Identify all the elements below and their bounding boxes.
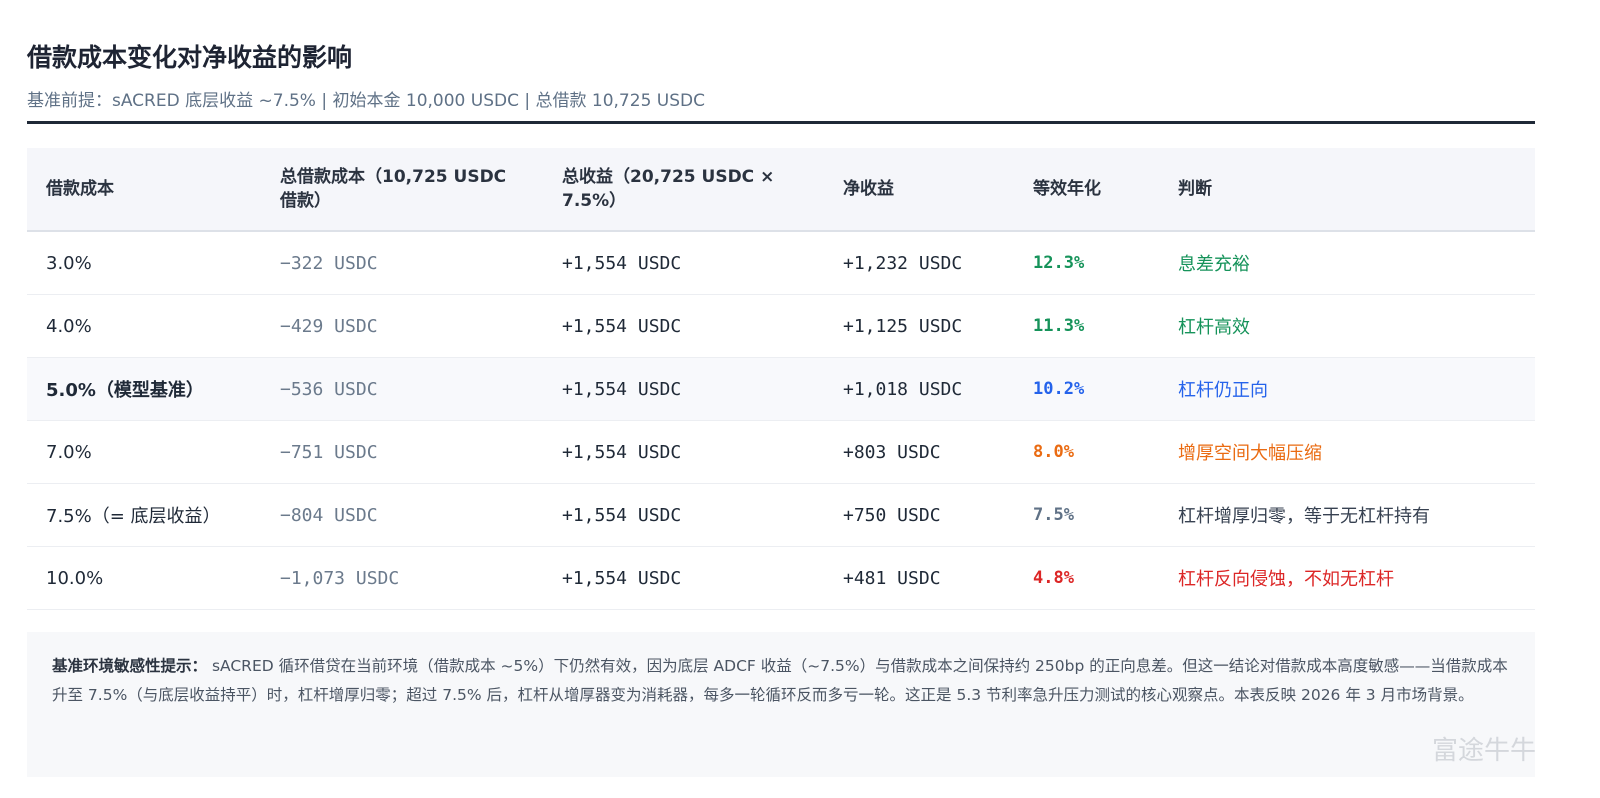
divider [27,121,1535,124]
table: 借款成本 总借款成本（10,725 USDC 借款） 总收益（20,725 USDC… [27,148,1535,610]
table-cell: −804 USDC [261,483,543,547]
table-cell: +1,125 USDC [824,294,1014,358]
table-cell: −1,073 USDC [261,546,543,610]
column-header: 总收益（20,725 USDC × 7.5%） [543,148,824,232]
table-cell: −322 USDC [261,231,543,295]
table-cell: 7.5% [1014,483,1159,547]
table-cell: +1,018 USDC [824,357,1014,421]
table-cell: 12.3% [1014,231,1159,295]
table-cell: 4.0% [27,294,261,358]
table-cell: 杠杆高效 [1159,294,1535,358]
column-header: 净收益 [824,148,1014,232]
note-lead: 基准环境敏感性提示： [52,657,208,675]
table-row: 7.5%（= 底层收益） −804 USDC +1,554 USDC +750 USD… [27,483,1535,547]
table-cell: +1,554 USDC [543,420,824,484]
table-cell: −536 USDC [261,357,543,421]
table-cell: +1,554 USDC [543,546,824,610]
table-cell: 11.3% [1014,294,1159,358]
table-cell: 4.8% [1014,546,1159,610]
header-row: 借款成本 总借款成本（10,725 USDC 借款） 总收益（20,725 USDC… [27,148,1535,232]
note-text: sACRED 循环借贷在当前环境（借款成本 ~5%）下仍然有效，因为底层 ADC… [52,657,1508,704]
table-header: 借款成本 总借款成本（10,725 USDC 借款） 总收益（20,725 USDC… [27,148,1535,232]
table-row: 10.0% −1,073 USDC +1,554 USDC +481 USDC 4.8%… [27,546,1535,610]
table-cell: 杠杆仍正向 [1159,357,1535,421]
table-body: 3.0% −322 USDC +1,554 USDC +1,232 USDC 12.3%… [27,231,1535,610]
table-cell: −429 USDC [261,294,543,358]
column-header: 总借款成本（10,725 USDC 借款） [261,148,543,232]
table-cell: 息差充裕 [1159,231,1535,295]
column-header: 等效年化 [1014,148,1159,232]
table-cell: +1,554 USDC [543,483,824,547]
column-header: 借款成本 [27,148,261,232]
table-cell: +1,554 USDC [543,231,824,295]
table-cell: +481 USDC [824,546,1014,610]
table-cell: +750 USDC [824,483,1014,547]
table-cell: −751 USDC [261,420,543,484]
note: 基准环境敏感性提示： sACRED 循环借贷在当前环境（借款成本 ~5%）下仍然… [27,632,1535,777]
table-cell: 杠杆增厚归零，等于无杠杆持有 [1159,483,1535,547]
table-cell: 杠杆反向侵蚀，不如无杠杆 [1159,546,1535,610]
table-row: 3.0% −322 USDC +1,554 USDC +1,232 USDC 12.3%… [27,231,1535,295]
table-cell: 10.2% [1014,357,1159,421]
table-cell: +1,554 USDC [543,357,824,421]
table-cell: +803 USDC [824,420,1014,484]
subtitle: 基准前提：sACRED 底层收益 ~7.5% | 初始本金 10,000 USD… [27,91,705,111]
table-cell: 7.0% [27,420,261,484]
table-cell: 增厚空间大幅压缩 [1159,420,1535,484]
table-cell: +1,554 USDC [543,294,824,358]
table-cell: 8.0% [1014,420,1159,484]
table-cell: 5.0%（模型基准） [27,357,261,421]
table-cell: 7.5%（= 底层收益） [27,483,261,547]
table-cell: +1,232 USDC [824,231,1014,295]
table-cell: 3.0% [27,231,261,295]
table-row: 4.0% −429 USDC +1,554 USDC +1,125 USDC 11.3%… [27,294,1535,358]
column-header: 判断 [1159,148,1535,232]
table-row: 5.0%（模型基准） −536 USDC +1,554 USDC +1,018 USD… [27,357,1535,421]
title: 借款成本变化对净收益的影响 [27,43,353,72]
table-row: 7.0% −751 USDC +1,554 USDC +803 USDC 8.0% 增厚空… [27,420,1535,484]
watermark: 富途牛牛 [1432,736,1537,766]
table-cell: 10.0% [27,546,261,610]
